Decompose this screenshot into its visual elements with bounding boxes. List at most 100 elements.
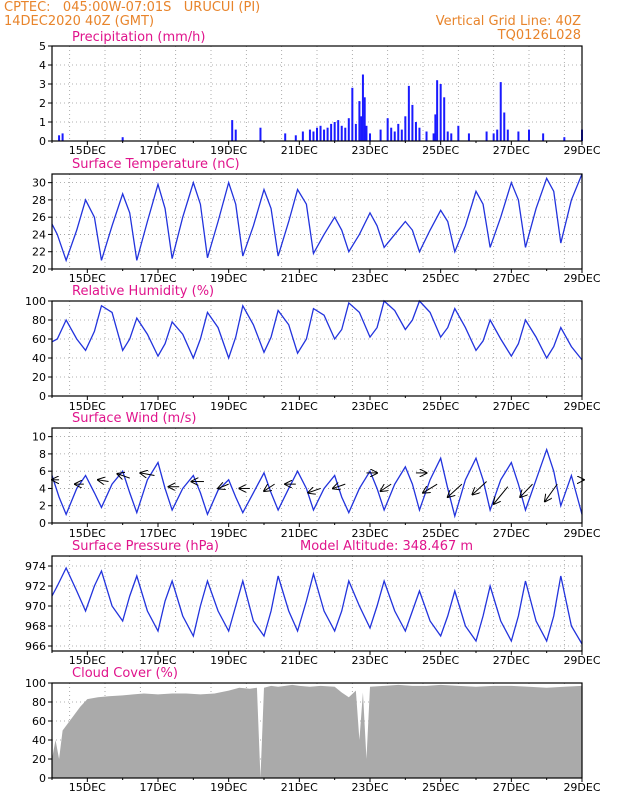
x-tick-label: 19DEC	[210, 272, 247, 285]
y-tick-label: 40	[32, 734, 46, 747]
x-tick-label: 23DEC	[351, 527, 388, 540]
precip-bar	[436, 80, 439, 141]
wind-vector-arrow	[308, 488, 321, 492]
precip-bar	[308, 129, 311, 141]
x-tick-label: 29DEC	[563, 272, 600, 285]
x-tick-label: 29DEC	[563, 654, 600, 667]
y-tick-label: 40	[32, 352, 46, 365]
precip-bar	[492, 133, 495, 141]
precip-bar	[397, 123, 400, 141]
x-tick-label: 27DEC	[493, 527, 530, 540]
precip-bar	[344, 127, 347, 141]
x-tick-label: 19DEC	[210, 527, 247, 540]
x-tick-label: 25DEC	[422, 527, 459, 540]
precip-bar	[542, 133, 545, 141]
wind-vector-arrow	[98, 480, 109, 482]
precip-bar	[411, 104, 414, 141]
x-tick-label: 27DEC	[493, 144, 530, 157]
y-tick-label: 6	[39, 465, 46, 478]
precip-bar	[443, 97, 446, 141]
precip-bar	[434, 114, 437, 141]
panel-1: 0 1 2 3 4 5 15DEC 17DEC 19DEC 21DEC 23DEC 25DEC 27DE…	[39, 30, 601, 157]
x-tick-label: 19DEC	[210, 144, 247, 157]
wind-vector-arrow	[333, 484, 346, 488]
y-tick-label: 4	[39, 482, 46, 495]
x-tick-label: 17DEC	[139, 400, 176, 413]
x-tick-label: 21DEC	[281, 654, 318, 667]
y-tick-label: 26	[32, 211, 46, 224]
precip-bar	[312, 131, 315, 141]
y-tick-label: 20	[32, 371, 46, 384]
precip-bar	[517, 131, 520, 141]
y-tick-label: 60	[32, 715, 46, 728]
header-model-id: TQ0126L028	[497, 28, 581, 43]
precip-bar	[369, 133, 371, 141]
precip-bar	[503, 112, 506, 141]
precip-bar	[330, 123, 333, 141]
x-tick-label: 25DEC	[422, 654, 459, 667]
precip-bar	[425, 131, 428, 141]
precip-bar	[467, 133, 470, 141]
y-tick-label: 28	[32, 194, 46, 207]
panel-6: 0 20 40 60 80 100 15DEC 17DEC 19DEC 21DEC 23DEC 25D…	[25, 666, 601, 794]
precip-bar	[316, 127, 318, 141]
precip-bar	[360, 116, 363, 141]
x-tick-label: 21DEC	[281, 272, 318, 285]
precip-bar	[506, 129, 509, 141]
x-tick-label: 23DEC	[351, 272, 388, 285]
wind-vector-arrow	[381, 483, 392, 491]
x-tick-label: 15DEC	[69, 144, 106, 157]
x-tick-label: 15DEC	[69, 400, 106, 413]
y-tick-label: 0	[39, 772, 46, 785]
y-tick-label: 8	[39, 448, 46, 461]
precip-bar	[326, 127, 329, 141]
x-tick-label: 17DEC	[139, 654, 176, 667]
precip-bar	[351, 87, 354, 141]
y-tick-label: 30	[32, 177, 46, 190]
panel-title: Relative Humidity (%)	[72, 284, 214, 299]
series-line-4	[51, 447, 583, 519]
precip-bar	[284, 133, 287, 141]
series-line-2	[51, 173, 583, 263]
x-tick-label: 17DEC	[139, 144, 176, 157]
precip-bar	[400, 129, 403, 141]
precip-bar	[446, 131, 449, 141]
precip-bar	[121, 137, 124, 141]
y-tick-label: 10	[32, 431, 46, 444]
x-tick-label: 17DEC	[139, 272, 176, 285]
x-tick-label: 29DEC	[563, 400, 600, 413]
y-tick-label: 0	[39, 517, 46, 530]
wind-vector-arrow	[494, 486, 509, 504]
precip-bar	[365, 125, 368, 141]
y-tick-label: 3	[39, 78, 46, 91]
x-tick-label: 27DEC	[493, 654, 530, 667]
precip-bar	[231, 120, 234, 141]
panel-2: 20 22 24 26 28 30 15DEC 17DEC 19DEC 21DEC 23DEC 25D…	[32, 157, 601, 285]
panel-frame	[51, 300, 583, 397]
x-tick-label: 15DEC	[69, 781, 106, 794]
x-tick-label: 17DEC	[139, 781, 176, 794]
precip-bar	[358, 101, 361, 141]
x-tick-label: 29DEC	[563, 527, 600, 540]
y-tick-label: 60	[32, 333, 46, 346]
y-tick-label: 2	[39, 500, 46, 513]
wind-vector-arrow	[218, 484, 229, 488]
x-tick-label: 29DEC	[563, 781, 600, 794]
x-tick-label: 25DEC	[422, 781, 459, 794]
y-tick-label: 0	[39, 390, 46, 403]
x-tick-label: 21DEC	[281, 144, 318, 157]
x-tick-label: 19DEC	[210, 781, 247, 794]
precip-bar	[323, 129, 326, 141]
precip-bar	[450, 133, 453, 141]
x-tick-label: 19DEC	[210, 654, 247, 667]
panel-frame	[51, 555, 583, 652]
panel-title: Cloud Cover (%)	[72, 666, 178, 681]
y-tick-label: 80	[32, 314, 46, 327]
precip-bar	[386, 118, 389, 141]
series-line-5	[51, 566, 583, 645]
x-tick-label: 21DEC	[281, 781, 318, 794]
precip-bar	[361, 74, 364, 141]
y-tick-label: 2	[39, 97, 46, 110]
y-tick-label: 0	[39, 135, 46, 148]
precip-bar	[347, 118, 350, 141]
